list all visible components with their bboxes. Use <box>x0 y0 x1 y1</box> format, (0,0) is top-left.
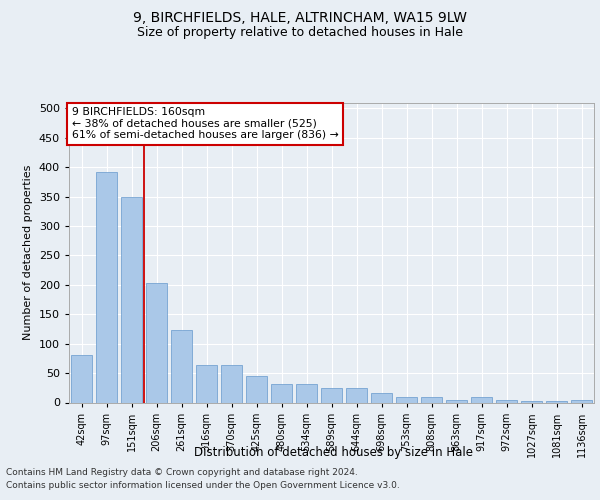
Bar <box>246 376 267 402</box>
Bar <box>296 384 317 402</box>
Bar <box>421 397 442 402</box>
Bar <box>196 365 217 403</box>
Text: Distribution of detached houses by size in Hale: Distribution of detached houses by size … <box>194 446 473 459</box>
Bar <box>546 400 567 402</box>
Bar <box>446 400 467 402</box>
Bar <box>521 400 542 402</box>
Bar <box>96 172 117 402</box>
Bar <box>371 393 392 402</box>
Y-axis label: Number of detached properties: Number of detached properties <box>23 165 33 340</box>
Bar <box>121 196 142 402</box>
Bar <box>321 388 342 402</box>
Bar <box>146 282 167 403</box>
Bar <box>346 388 367 402</box>
Text: Contains public sector information licensed under the Open Government Licence v3: Contains public sector information licen… <box>6 480 400 490</box>
Text: 9, BIRCHFIELDS, HALE, ALTRINCHAM, WA15 9LW: 9, BIRCHFIELDS, HALE, ALTRINCHAM, WA15 9… <box>133 10 467 24</box>
Text: Contains HM Land Registry data © Crown copyright and database right 2024.: Contains HM Land Registry data © Crown c… <box>6 468 358 477</box>
Bar <box>571 400 592 402</box>
Bar <box>271 384 292 402</box>
Bar <box>71 356 92 403</box>
Bar <box>471 396 492 402</box>
Bar <box>496 400 517 402</box>
Bar <box>171 330 192 402</box>
Bar <box>221 365 242 403</box>
Text: 9 BIRCHFIELDS: 160sqm
← 38% of detached houses are smaller (525)
61% of semi-det: 9 BIRCHFIELDS: 160sqm ← 38% of detached … <box>71 107 338 140</box>
Bar <box>396 397 417 402</box>
Text: Size of property relative to detached houses in Hale: Size of property relative to detached ho… <box>137 26 463 39</box>
